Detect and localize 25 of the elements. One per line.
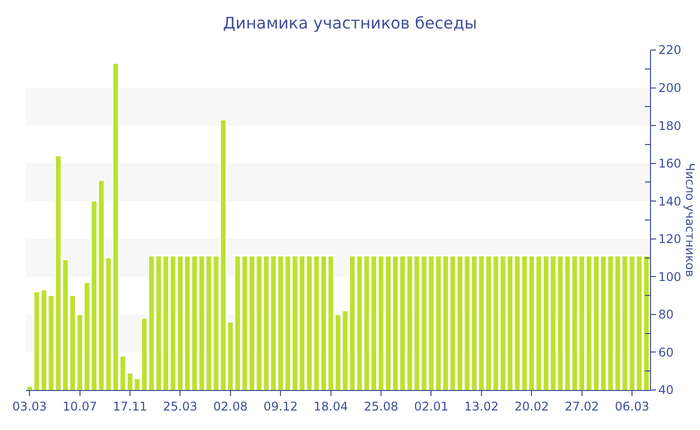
x-tick-label: 10.07 xyxy=(62,399,97,414)
x-tick-label: 03.03 xyxy=(12,399,47,414)
x-tick-label: 25.08 xyxy=(364,399,398,414)
y-tick-label: 160 xyxy=(658,156,682,171)
x-tick-label: 09.12 xyxy=(263,399,298,414)
y-tick-label: 40 xyxy=(658,383,674,398)
y-axis-title: Число участников xyxy=(683,163,697,277)
x-tick-label: 25.03 xyxy=(163,399,198,414)
y-tick-label: 120 xyxy=(658,232,682,246)
y-tick-label: 100 xyxy=(658,270,682,284)
x-tick-label: 13.02 xyxy=(464,399,499,414)
y-tick-label: 180 xyxy=(658,118,682,133)
y-tick-label: 60 xyxy=(658,345,674,360)
chart-title: Динамика участников беседы xyxy=(223,14,477,33)
x-tick-label: 17.11 xyxy=(112,399,148,414)
x-tick-label: 27.02 xyxy=(564,399,600,414)
x-tick-label: 20.02 xyxy=(514,399,549,414)
y-tick-label: 220 xyxy=(658,43,682,58)
y-tick-label: 200 xyxy=(658,80,682,95)
x-tick-label: 18.04 xyxy=(314,399,348,414)
x-tick-label: 06.03 xyxy=(614,399,650,414)
x-tick-label: 02.08 xyxy=(213,399,248,414)
y-tick-label: 140 xyxy=(658,194,682,208)
y-tick-label: 80 xyxy=(658,308,674,322)
x-tick-label: 02.01 xyxy=(414,399,448,414)
